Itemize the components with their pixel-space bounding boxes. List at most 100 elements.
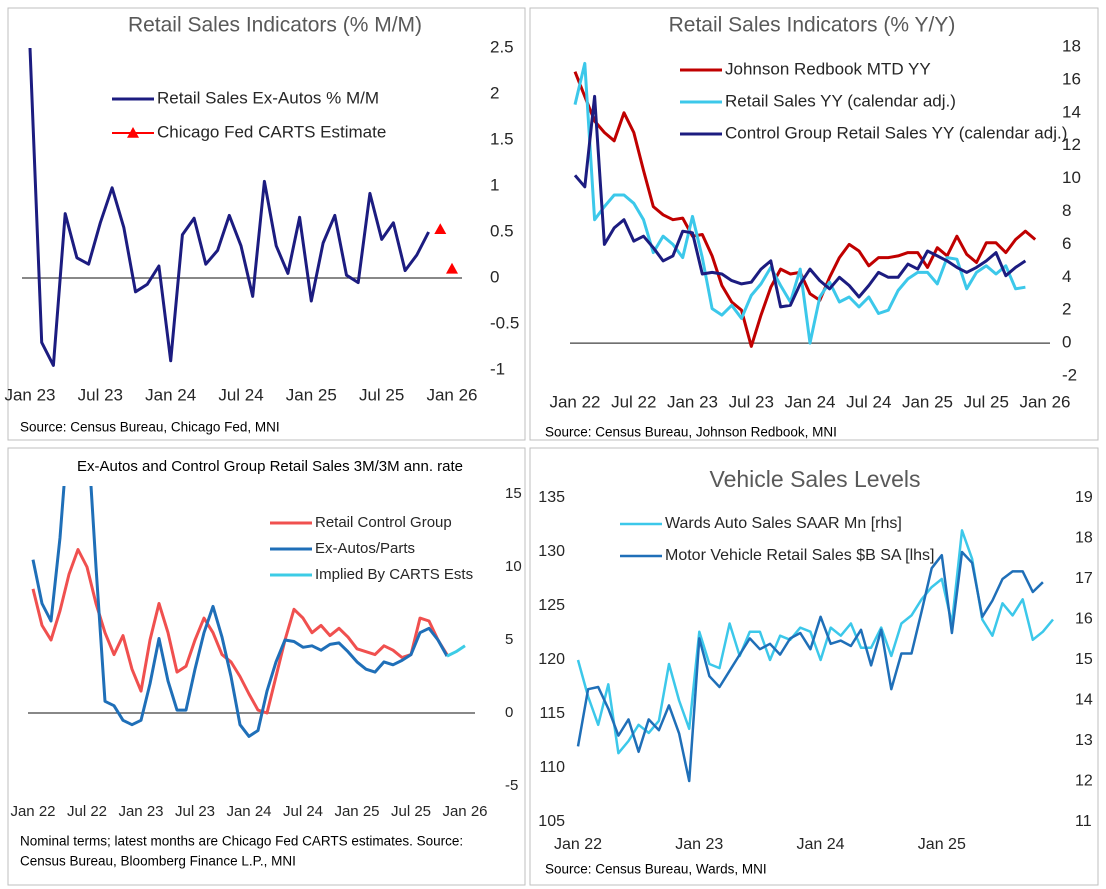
marker — [434, 223, 447, 235]
x-tick-label: Jul 24 — [218, 385, 263, 404]
y-tick-label: 115 — [539, 705, 565, 722]
y-tick-label: 15 — [505, 485, 522, 502]
legend-label: Wards Auto Sales SAAR Mn [rhs] — [665, 515, 902, 532]
y-tick-label: 16 — [1062, 69, 1081, 88]
x-tick-label: Jan 25 — [286, 385, 337, 404]
x-tick-label: Jul 22 — [67, 803, 107, 820]
x-tick-label: Jan 23 — [667, 392, 718, 411]
legend-label: Motor Vehicle Retail Sales $B SA [lhs] — [665, 547, 934, 564]
y2-tick-label: 18 — [1075, 530, 1093, 547]
panel: Retail Sales Indicators (% M/M) 2.5 2 1.5 1 0… — [4, 7, 526, 441]
panel-frame — [529, 7, 1099, 441]
y-tick-label: -5 — [505, 777, 518, 794]
chart-title: Vehicle Sales Levels — [710, 466, 921, 492]
y-tick-label: 1 — [490, 175, 499, 194]
y-tick-label: 8 — [1062, 201, 1071, 220]
x-tick-label: Jan 25 — [902, 392, 953, 411]
y2-tick-label: 16 — [1075, 611, 1093, 628]
panel: Vehicle Sales Levels 135 130 125 120 115 110 10… — [529, 447, 1099, 886]
legend-label: Retail Sales Ex-Autos % M/M — [157, 88, 379, 107]
y-tick-label: 2 — [490, 83, 499, 102]
y2-tick-label: 12 — [1075, 773, 1093, 790]
legend-label: Chicago Fed CARTS Estimate — [157, 122, 386, 141]
legend-marker — [127, 127, 139, 138]
y-tick-label: 120 — [538, 651, 565, 668]
legend-label: Retail Control Group — [315, 514, 452, 531]
legend-label: Control Group Retail Sales YY (calendar … — [725, 123, 1067, 142]
y-tick-label: 125 — [538, 597, 565, 614]
y2-tick-label: 11 — [1075, 813, 1092, 830]
y2-tick-label: 15 — [1075, 651, 1093, 668]
series-line — [28, 47, 430, 367]
plot-area — [576, 529, 1054, 783]
x-tick-label: Jan 24 — [226, 803, 271, 820]
x-tick-label: Jul 22 — [611, 392, 656, 411]
legend-label: Johnson Redbook MTD YY — [725, 59, 931, 78]
y2-tick-label: 19 — [1075, 489, 1093, 506]
y-tick-label: 2 — [1062, 300, 1071, 319]
x-tick-label: Jan 26 — [442, 803, 487, 820]
x-tick-label: Jan 23 — [118, 803, 163, 820]
y-tick-label: 18 — [1062, 36, 1081, 55]
panel-frame — [529, 447, 1099, 886]
y-tick-label: 135 — [538, 489, 565, 506]
panel-frame — [7, 7, 526, 441]
y-tick-label: 110 — [539, 759, 565, 776]
y-tick-label: -1 — [490, 359, 505, 378]
x-tick-label: Jan 24 — [797, 836, 845, 853]
y-tick-label: 12 — [1062, 135, 1081, 154]
source-note: Source: Census Bureau, Johnson Redbook, … — [545, 425, 837, 440]
y2-tick-label: 14 — [1075, 692, 1093, 709]
x-tick-label: Jan 22 — [554, 836, 602, 853]
legend-label: Implied By CARTS Ests — [315, 566, 473, 583]
series-line — [576, 550, 1044, 783]
series-line — [573, 94, 1027, 309]
y-tick-label: 1.5 — [490, 129, 514, 148]
y-tick-label: 14 — [1062, 102, 1081, 121]
series-line — [446, 644, 466, 658]
y-tick-label: 0 — [1062, 333, 1071, 352]
x-tick-label: Jan 26 — [426, 385, 477, 404]
x-tick-label: Jan 24 — [145, 385, 196, 404]
y-tick-label: 0 — [505, 704, 513, 721]
x-tick-label: Jan 23 — [4, 385, 55, 404]
x-tick-label: Jan 26 — [1019, 392, 1070, 411]
x-tick-label: Jan 22 — [10, 803, 55, 820]
y2-tick-label: 17 — [1075, 570, 1093, 587]
x-tick-label: Jul 25 — [391, 803, 431, 820]
legend-label: Retail Sales YY (calendar adj.) — [725, 91, 956, 110]
chart-title: Retail Sales Indicators (% Y/Y) — [669, 14, 956, 37]
marker — [446, 262, 458, 274]
plot-area — [28, 47, 458, 367]
series-line — [573, 71, 1037, 348]
plot-area — [31, 486, 466, 738]
x-tick-label: Jan 24 — [784, 392, 835, 411]
y2-tick-label: 13 — [1075, 732, 1093, 749]
legend-label: Ex-Autos/Parts — [315, 540, 415, 557]
x-tick-label: Jul 23 — [78, 385, 123, 404]
y-tick-label: 2.5 — [490, 37, 514, 56]
chart-title: Ex-Autos and Control Group Retail Sales … — [77, 458, 463, 475]
series-line — [31, 548, 449, 715]
x-tick-label: Jul 25 — [964, 392, 1009, 411]
source-note: Nominal terms; latest months are Chicago… — [20, 834, 463, 849]
x-tick-label: Jan 25 — [918, 836, 966, 853]
chart-title: Retail Sales Indicators (% M/M) — [128, 14, 422, 37]
y-tick-label: 0 — [490, 267, 499, 286]
x-tick-label: Jan 22 — [549, 392, 600, 411]
plot-area — [573, 61, 1037, 348]
x-tick-label: Jul 23 — [729, 392, 774, 411]
panel: Ex-Autos and Control Group Retail Sales … — [7, 447, 526, 886]
y-tick-label: -2 — [1062, 365, 1077, 384]
panel: Retail Sales Indicators (% Y/Y) 18 16 14 12 1… — [529, 7, 1099, 441]
y-tick-label: 0.5 — [490, 221, 514, 240]
x-tick-label: Jan 23 — [675, 836, 723, 853]
y-tick-label: 5 — [505, 631, 513, 648]
y-tick-label: 105 — [538, 813, 565, 830]
source-note: Census Bureau, Bloomberg Finance L.P., M… — [20, 854, 296, 869]
x-tick-label: Jul 24 — [846, 392, 891, 411]
y-tick-label: 10 — [505, 558, 522, 575]
x-tick-label: Jul 23 — [175, 803, 215, 820]
